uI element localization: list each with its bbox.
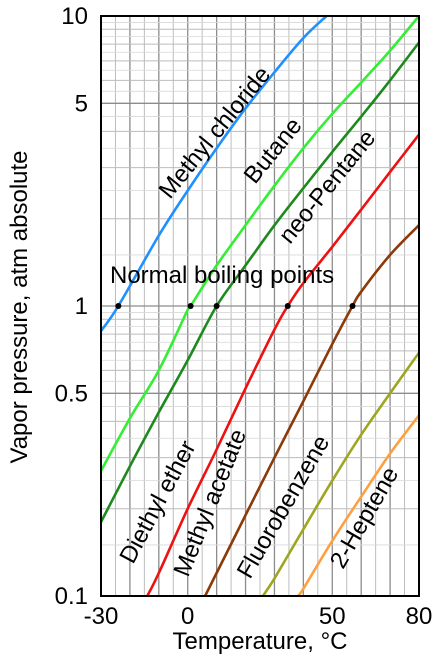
y-tick-label: 0.5 bbox=[55, 380, 88, 407]
boiling-point-butane bbox=[187, 303, 194, 309]
series-line-butane bbox=[101, 16, 419, 472]
series-label-2-heptene: 2-Heptene bbox=[325, 462, 404, 573]
y-tick-label: 10 bbox=[61, 3, 88, 30]
x-tick-label: 50 bbox=[319, 603, 346, 630]
boiling-points-annotation: Normal boiling points bbox=[110, 262, 334, 289]
x-tick-label: -30 bbox=[84, 603, 119, 630]
series-lines bbox=[101, 16, 419, 596]
boiling-point-methyl-chloride bbox=[115, 303, 122, 309]
series-line-methyl-chloride bbox=[101, 16, 328, 332]
boiling-point-neo-pentane bbox=[213, 303, 220, 309]
tick-labels: -30 0 50 80 0.1 0.5 1 5 10 bbox=[55, 3, 433, 630]
x-axis-label: Temperature, °C bbox=[173, 628, 348, 655]
y-tick-label: 5 bbox=[75, 90, 88, 117]
y-tick-label: 0.1 bbox=[55, 583, 88, 610]
boiling-point-diethyl-ether bbox=[284, 303, 291, 309]
x-tick-label: 0 bbox=[181, 603, 194, 630]
y-tick-label: 1 bbox=[75, 293, 88, 320]
x-tick-label: 80 bbox=[406, 603, 433, 630]
boiling-points bbox=[115, 303, 356, 309]
series-line-diethyl-ether bbox=[146, 133, 419, 596]
series-line-methyl-acetate bbox=[203, 224, 419, 596]
plot-frame bbox=[100, 15, 420, 597]
series-line-fluorobenzene bbox=[261, 351, 419, 596]
series-label-butane: Butane bbox=[239, 113, 308, 189]
series-line-2-heptene bbox=[296, 414, 419, 596]
y-axis-label: Vapor pressure, atm absolute bbox=[6, 150, 33, 463]
series-line-neo-pentane bbox=[101, 41, 419, 523]
boiling-point-methyl-acetate bbox=[349, 303, 356, 309]
